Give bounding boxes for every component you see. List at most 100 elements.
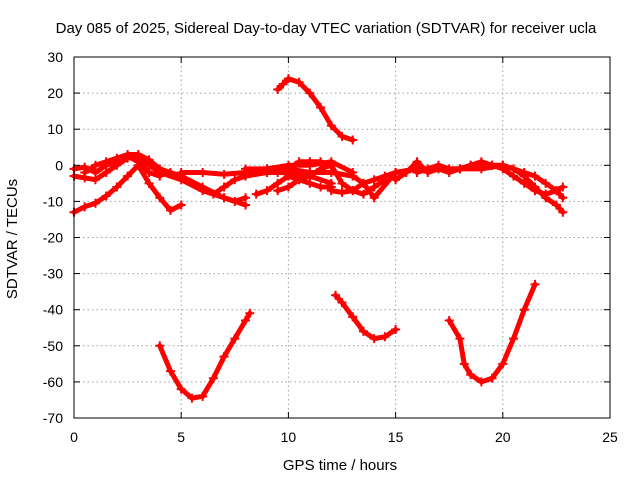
data-point bbox=[337, 297, 347, 307]
x-tick-label: 10 bbox=[281, 429, 297, 445]
data-point bbox=[176, 200, 186, 210]
data-point bbox=[348, 186, 358, 196]
data-point bbox=[283, 74, 293, 84]
data-point bbox=[455, 164, 465, 174]
series-arc-4 bbox=[80, 149, 251, 210]
data-point bbox=[273, 168, 283, 178]
data-point bbox=[230, 334, 240, 344]
data-point bbox=[245, 308, 255, 318]
data-point bbox=[369, 193, 379, 203]
data-point bbox=[155, 193, 165, 203]
data-point bbox=[509, 164, 519, 174]
data-point bbox=[198, 391, 208, 401]
data-point bbox=[466, 370, 476, 380]
series-trace bbox=[446, 281, 538, 385]
data-point bbox=[541, 178, 551, 188]
data-point bbox=[262, 186, 272, 196]
data-point bbox=[498, 160, 508, 170]
data-point bbox=[380, 171, 390, 181]
data-point bbox=[165, 168, 175, 178]
data-point bbox=[219, 193, 229, 203]
data-point bbox=[444, 316, 454, 326]
y-tick-label: -70 bbox=[43, 410, 63, 426]
data-point bbox=[466, 160, 476, 170]
data-series bbox=[69, 74, 568, 403]
data-point bbox=[241, 164, 251, 174]
series-arc-1 bbox=[69, 160, 186, 217]
data-point bbox=[176, 384, 186, 394]
data-point bbox=[487, 160, 497, 170]
data-point bbox=[530, 171, 540, 181]
data-point bbox=[112, 182, 122, 192]
y-tick-label: -50 bbox=[43, 338, 63, 354]
data-point bbox=[208, 189, 218, 199]
series-arc-12 bbox=[273, 74, 358, 145]
y-tick-label: 30 bbox=[47, 49, 63, 65]
data-point bbox=[487, 373, 497, 383]
data-point bbox=[558, 207, 568, 217]
data-point bbox=[219, 352, 229, 362]
data-point bbox=[519, 168, 529, 178]
data-point bbox=[262, 164, 272, 174]
data-point bbox=[165, 205, 175, 215]
data-point bbox=[358, 189, 368, 199]
data-point bbox=[144, 155, 154, 165]
y-tick-label: -10 bbox=[43, 193, 63, 209]
series-arc-16 bbox=[155, 308, 255, 403]
data-point bbox=[90, 160, 100, 170]
data-point bbox=[273, 186, 283, 196]
data-point bbox=[551, 186, 561, 196]
series-arc-17 bbox=[331, 290, 401, 344]
data-point bbox=[337, 131, 347, 141]
data-point bbox=[476, 377, 486, 387]
x-axis-label: GPS time / hours bbox=[283, 457, 397, 474]
data-point bbox=[316, 157, 326, 167]
data-point bbox=[155, 341, 165, 351]
data-point bbox=[331, 290, 341, 300]
data-point bbox=[541, 193, 551, 203]
data-point bbox=[326, 121, 336, 131]
y-tick-label: 20 bbox=[47, 85, 63, 101]
data-point bbox=[519, 305, 529, 315]
x-tick-label: 0 bbox=[70, 429, 78, 445]
data-point bbox=[176, 168, 186, 178]
data-point bbox=[155, 164, 165, 174]
data-point bbox=[112, 153, 122, 163]
data-point bbox=[509, 334, 519, 344]
y-tick-label: -60 bbox=[43, 374, 63, 390]
data-point bbox=[316, 182, 326, 192]
data-point bbox=[219, 169, 229, 179]
data-point bbox=[326, 186, 336, 196]
axes: 0 5 10 15 20 25 -70 -60 -50 -40 -30 -20 -10 0 10 20 30 bbox=[43, 49, 618, 445]
data-point bbox=[133, 149, 143, 159]
data-point bbox=[123, 171, 133, 181]
y-tick-label: -20 bbox=[43, 230, 63, 246]
data-point bbox=[187, 393, 197, 403]
series-arc-18 bbox=[444, 279, 540, 387]
data-point bbox=[391, 325, 401, 335]
data-point bbox=[530, 279, 540, 289]
data-point bbox=[208, 373, 218, 383]
data-point bbox=[444, 164, 454, 174]
data-point bbox=[348, 171, 358, 181]
data-point bbox=[283, 182, 293, 192]
data-point bbox=[305, 157, 315, 167]
y-tick-label: 10 bbox=[47, 121, 63, 137]
y-tick-label: 0 bbox=[55, 157, 63, 173]
data-point bbox=[326, 160, 336, 170]
data-point bbox=[80, 168, 90, 178]
data-point bbox=[144, 168, 154, 178]
data-point bbox=[558, 193, 568, 203]
x-tick-label: 5 bbox=[177, 429, 185, 445]
data-point bbox=[305, 88, 315, 98]
series-trace bbox=[157, 310, 253, 401]
y-axis-label: SDTVAR / TECUs bbox=[4, 179, 21, 299]
y-tick-label: -30 bbox=[43, 266, 63, 282]
data-point bbox=[358, 326, 368, 336]
data-point bbox=[412, 168, 422, 178]
x-tick-label: 25 bbox=[602, 429, 618, 445]
x-tick-label: 15 bbox=[388, 429, 404, 445]
data-point bbox=[337, 178, 347, 188]
